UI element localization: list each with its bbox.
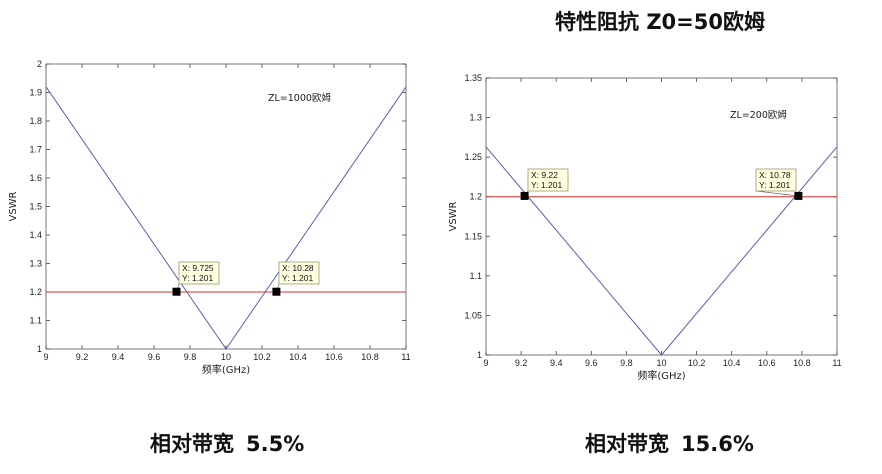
bandwidth-value-right: 15.6% bbox=[681, 432, 754, 456]
x-tick-label: 10.4 bbox=[289, 352, 307, 362]
y-tick-label: 1.3 bbox=[29, 259, 42, 269]
datatip-x-value: X: 9.22 bbox=[531, 170, 558, 180]
datatip-y-value: Y: 1.201 bbox=[282, 273, 313, 283]
x-tick-label: 9.2 bbox=[76, 352, 89, 362]
y-tick-label: 1 bbox=[477, 350, 482, 360]
x-tick-label: 10.2 bbox=[253, 352, 271, 362]
datatip-leader bbox=[755, 190, 799, 197]
x-tick-label: 9.6 bbox=[585, 358, 598, 368]
datatip-marker bbox=[172, 287, 181, 296]
datatip-y-value: Y: 1.201 bbox=[182, 273, 213, 283]
y-tick-label: 1 bbox=[37, 344, 42, 354]
y-tick-label: 1.3 bbox=[469, 113, 482, 123]
vswr-curve bbox=[485, 146, 838, 356]
x-tick-label: 11 bbox=[832, 358, 841, 368]
y-tick-label: 1.9 bbox=[29, 88, 42, 98]
x-tick-label: 11 bbox=[401, 352, 410, 362]
x-axis-label: 频率(GHz) bbox=[637, 369, 685, 382]
x-tick-label: 10 bbox=[656, 358, 666, 368]
datatip-x-value: X: 10.28 bbox=[282, 263, 314, 273]
y-axis-label: VSWR bbox=[448, 201, 459, 231]
y-tick-label: 1.4 bbox=[29, 230, 42, 240]
x-tick-label: 10.8 bbox=[793, 358, 811, 368]
y-tick-label: 1.25 bbox=[464, 152, 482, 162]
bandwidth-label-right: 相对带宽 bbox=[585, 432, 669, 456]
x-tick-label: 9.8 bbox=[620, 358, 633, 368]
y-tick-label: 1.2 bbox=[29, 287, 42, 297]
y-tick-label: 1.35 bbox=[464, 73, 482, 83]
y-tick-label: 1.7 bbox=[29, 145, 42, 155]
y-tick-label: 2 bbox=[37, 59, 42, 69]
x-tick-label: 9 bbox=[43, 352, 48, 362]
datatip-marker bbox=[272, 287, 281, 296]
datatip-x-value: X: 10.78 bbox=[759, 170, 791, 180]
y-tick-label: 1.15 bbox=[464, 231, 482, 241]
y-axis-label: VSWR bbox=[8, 191, 19, 221]
vswr-chart-zl200: 9 9.2 9.4 9.6 9.8 10 10.2 10.4 10.6 10.8 1111.051.… bbox=[448, 73, 842, 382]
datatip-marker bbox=[794, 191, 803, 200]
load-impedance-annotation: ZL=200欧姆 bbox=[730, 109, 787, 121]
y-tick-label: 1.05 bbox=[464, 310, 482, 320]
x-tick-label: 9.2 bbox=[515, 358, 528, 368]
datatip-y-value: Y: 1.201 bbox=[531, 180, 562, 190]
x-tick-label: 10.6 bbox=[758, 358, 776, 368]
x-tick-label: 9.8 bbox=[184, 352, 197, 362]
load-impedance-annotation: ZL=1000欧姆 bbox=[268, 92, 331, 104]
x-tick-label: 9.4 bbox=[550, 358, 563, 368]
bandwidth-caption-left: 相对带宽 5.5% bbox=[150, 428, 304, 458]
page-title: 特性阻抗 Z0=50欧姆 bbox=[555, 10, 765, 34]
x-tick-label: 10.8 bbox=[361, 352, 379, 362]
y-tick-label: 1.1 bbox=[469, 271, 482, 281]
y-tick-label: 1.2 bbox=[469, 192, 482, 202]
datatip-box bbox=[527, 168, 569, 192]
x-tick-label: 10.2 bbox=[688, 358, 706, 368]
datatip-y-value: Y: 1.201 bbox=[759, 180, 790, 190]
x-tick-label: 9.6 bbox=[148, 352, 161, 362]
bandwidth-value-left: 5.5% bbox=[246, 432, 305, 456]
x-tick-label: 9 bbox=[483, 358, 488, 368]
vswr-chart-zl1000: 9 9.2 9.4 9.6 9.8 10 10.2 10.4 10.6 10.8 1111.11.2… bbox=[8, 59, 411, 376]
x-tick-label: 10.4 bbox=[723, 358, 741, 368]
vswr-curve bbox=[45, 86, 407, 350]
datatip-x-value: X: 9.725 bbox=[182, 263, 214, 273]
y-tick-label: 1.5 bbox=[29, 202, 42, 212]
datatip-box bbox=[178, 261, 220, 285]
x-tick-label: 10 bbox=[221, 352, 231, 362]
y-tick-label: 1.8 bbox=[29, 116, 42, 126]
x-tick-label: 10.6 bbox=[325, 352, 343, 362]
y-tick-label: 1.1 bbox=[29, 316, 42, 326]
datatip-box bbox=[278, 261, 320, 285]
x-axis-label: 频率(GHz) bbox=[202, 363, 250, 376]
bandwidth-caption-right: 相对带宽 15.6% bbox=[585, 428, 754, 458]
datatip-box bbox=[755, 168, 797, 192]
bandwidth-label-left: 相对带宽 bbox=[150, 432, 234, 456]
datatip-marker bbox=[520, 191, 529, 200]
x-tick-label: 9.4 bbox=[112, 352, 125, 362]
y-tick-label: 1.6 bbox=[29, 173, 42, 183]
